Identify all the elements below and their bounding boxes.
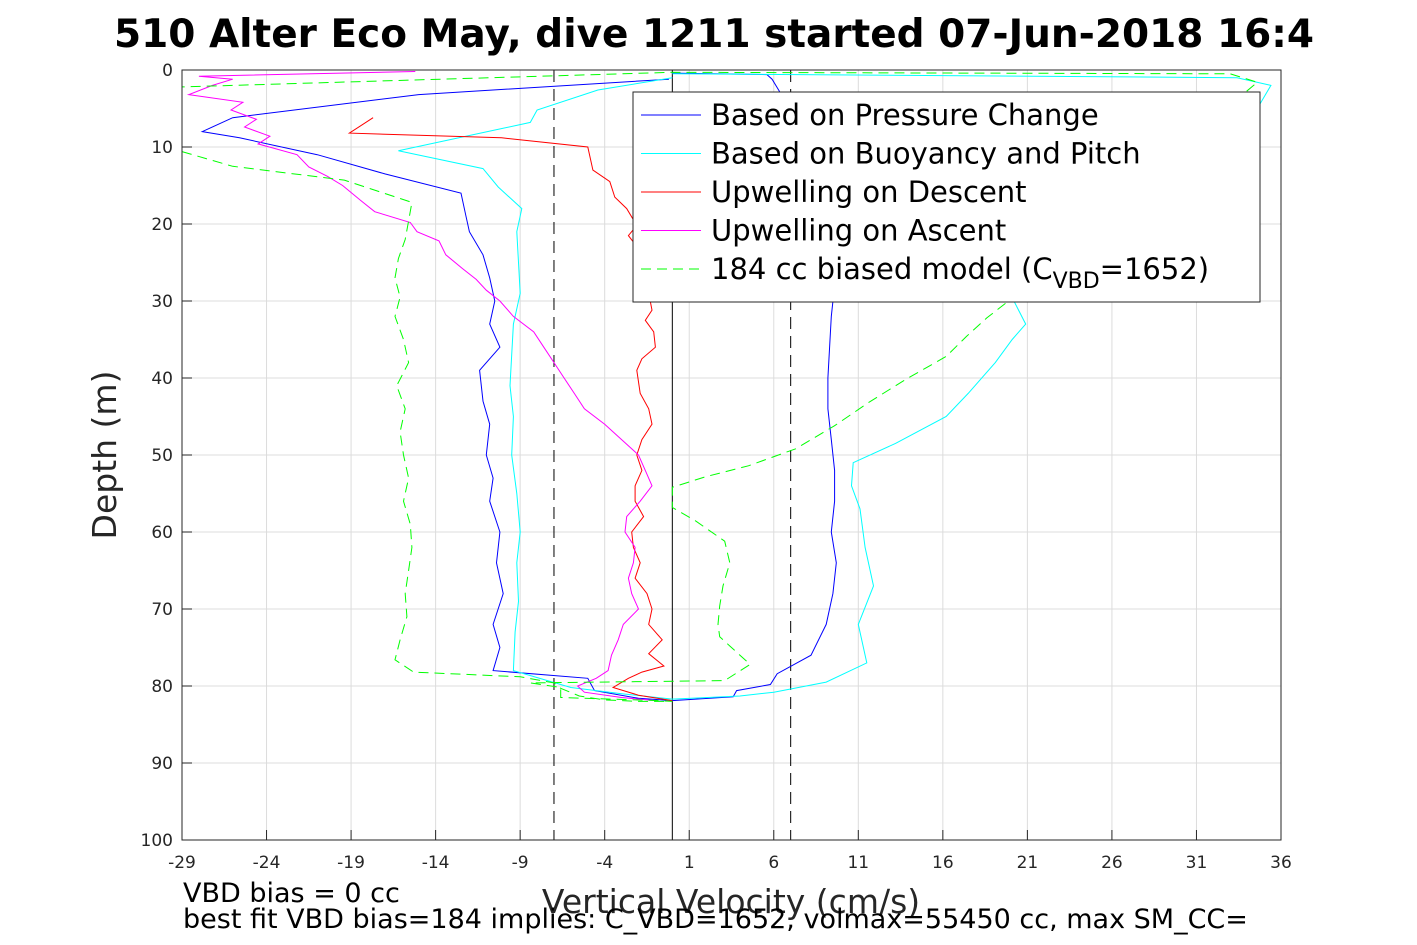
y-tick-label: 80 — [151, 677, 173, 697]
x-tick-label: 31 — [1186, 853, 1208, 873]
y-tick-label: 40 — [151, 369, 173, 389]
x-tick-label: -19 — [337, 853, 365, 873]
chart-title: 510 Alter Eco May, dive 1211 started 07-… — [114, 12, 1314, 57]
y-tick-label: 30 — [151, 292, 173, 312]
x-tick-label: 36 — [1270, 853, 1292, 873]
legend-entry-label: Based on Pressure Change — [711, 98, 1099, 132]
y-tick-label: 0 — [162, 61, 173, 81]
x-tick-label: 16 — [932, 853, 954, 873]
series-line-4 — [181, 71, 1259, 702]
y-tick-label: 50 — [151, 446, 173, 466]
x-tick-label: -4 — [596, 853, 613, 873]
series-line-3 — [186, 71, 656, 702]
best-fit-note: best fit VBD bias=184 implies: C_VBD=165… — [183, 904, 1248, 935]
y-tick-label: 90 — [151, 754, 173, 774]
x-tick-label: 26 — [1101, 853, 1123, 873]
legend-entry-label: Upwelling on Descent — [711, 175, 1027, 209]
x-tick-label: -9 — [512, 853, 529, 873]
y-tick-label: 100 — [141, 831, 173, 851]
x-tick-label: 1 — [684, 853, 695, 873]
x-tick-label: -24 — [253, 853, 281, 873]
x-tick-label: 6 — [768, 853, 779, 873]
x-tick-label: -14 — [422, 853, 450, 873]
axis-ticks: -29 -24 -19 -14 -9 -4 1 6 11 16 21 26 31 360102030405… — [141, 61, 1292, 873]
legend: Based on Pressure Change Based on Buoyanc… — [632, 91, 1261, 303]
legend-box — [632, 91, 1261, 303]
x-tick-label: 21 — [1017, 853, 1039, 873]
y-tick-label: 10 — [151, 138, 173, 158]
y-axis-label: Depth (m) — [85, 371, 124, 540]
series-line-2 — [347, 117, 673, 702]
vbd-bias-note: VBD bias = 0 cc — [183, 878, 400, 909]
y-tick-label: 70 — [151, 600, 173, 620]
x-tick-label: 11 — [847, 853, 869, 873]
x-tick-label: -29 — [168, 853, 196, 873]
legend-entry-label: Upwelling on Ascent — [711, 214, 1006, 248]
x-axis-label: Vertical Velocity (cm/s) — [542, 882, 920, 921]
legend-entry-label: Based on Buoyancy and Pitch — [711, 137, 1141, 171]
legend-entry-label: 184 cc biased model (CVBD=1652) — [711, 252, 1209, 294]
y-tick-label: 20 — [151, 215, 173, 235]
y-tick-label: 60 — [151, 523, 173, 543]
